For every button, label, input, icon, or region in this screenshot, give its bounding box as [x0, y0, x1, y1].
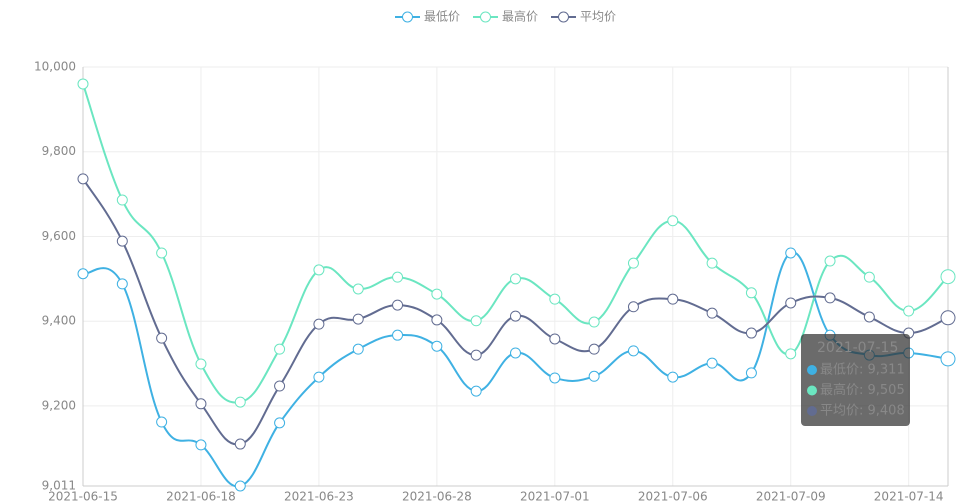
y-tick-label: 10,000 — [34, 60, 76, 74]
point — [431, 314, 443, 326]
point — [627, 345, 639, 357]
point — [745, 287, 757, 299]
point — [234, 438, 246, 450]
point — [588, 316, 600, 328]
point — [392, 329, 404, 341]
point — [785, 247, 797, 259]
tooltip-row: 最高价: 9,505 — [820, 382, 905, 398]
point — [940, 269, 956, 285]
point — [431, 288, 443, 300]
tooltip-dot — [807, 406, 817, 416]
point — [549, 372, 561, 384]
tooltip-row: 平均价: 9,408 — [820, 404, 905, 419]
point — [77, 173, 89, 185]
point — [352, 313, 364, 325]
tooltip-dot — [807, 385, 817, 396]
legend-marker — [558, 11, 569, 23]
y-tick-label: 9,011 — [42, 479, 76, 493]
point — [785, 297, 797, 309]
y-tick-label: 9,800 — [42, 144, 76, 158]
point — [116, 194, 128, 206]
point — [195, 398, 207, 410]
point — [627, 257, 639, 269]
legend-label: 最高价 — [502, 9, 538, 24]
point — [824, 292, 836, 304]
x-tick-label: 2021-07-14 — [874, 490, 944, 502]
point — [156, 332, 168, 344]
point — [706, 257, 718, 269]
point — [156, 247, 168, 259]
point — [470, 385, 482, 397]
point — [510, 347, 521, 359]
point — [274, 343, 286, 355]
point — [195, 358, 207, 370]
x-tick-label: 2021-06-28 — [402, 490, 472, 502]
point — [470, 349, 482, 361]
point — [940, 351, 956, 367]
y-tick-label: 9,600 — [42, 229, 76, 243]
point — [745, 327, 757, 339]
point — [234, 480, 246, 492]
point — [667, 371, 679, 383]
point — [510, 310, 521, 322]
point — [863, 271, 875, 283]
point — [274, 417, 286, 429]
point — [77, 78, 89, 90]
y-tick-label: 9,400 — [42, 314, 76, 328]
x-tick-label: 2021-06-23 — [284, 490, 354, 502]
point — [116, 278, 128, 290]
point — [313, 371, 325, 383]
point — [745, 367, 757, 379]
point — [588, 343, 600, 355]
point — [195, 439, 207, 451]
point — [313, 318, 325, 330]
point — [706, 307, 718, 319]
point — [156, 416, 168, 428]
tooltip: 2021-07-15 最低价: 9,311 最高价: 9,505 平均价: 9,408 — [801, 334, 910, 426]
point — [824, 255, 836, 267]
x-tick-label: 2021-07-09 — [756, 490, 826, 502]
legend-marker — [480, 11, 491, 23]
x-tick-label: 2021-07-06 — [638, 490, 708, 502]
point — [903, 305, 915, 317]
tooltip-dot — [807, 365, 817, 375]
x-tick-label: 2021-06-15 — [48, 490, 118, 502]
point — [549, 333, 561, 345]
legend-label: 最低价 — [424, 10, 460, 24]
tooltip-box — [801, 334, 910, 426]
point — [510, 273, 521, 285]
point — [77, 268, 89, 280]
tooltip-row: 最低价: 9,311 — [820, 363, 905, 378]
point — [313, 264, 325, 276]
x-tick-label: 2021-07-01 — [520, 490, 590, 502]
point — [588, 370, 600, 382]
point — [352, 283, 364, 295]
point — [667, 293, 679, 305]
point — [863, 311, 875, 323]
point — [431, 340, 443, 352]
point — [116, 235, 128, 247]
point — [274, 380, 286, 392]
point — [627, 301, 639, 313]
point — [667, 215, 679, 227]
point — [470, 315, 482, 327]
point — [940, 310, 956, 326]
point — [706, 357, 718, 369]
legend-marker — [402, 11, 413, 23]
point — [392, 299, 404, 311]
legend-label: 平均价 — [580, 10, 616, 24]
point — [785, 348, 797, 360]
x-tick-label: 2021-06-18 — [166, 490, 236, 502]
point — [352, 343, 364, 355]
point — [234, 396, 246, 408]
tooltip-title: 2021-07-15 — [817, 340, 898, 356]
y-tick-label: 9,200 — [42, 398, 76, 412]
point — [549, 293, 561, 305]
point — [392, 271, 404, 283]
